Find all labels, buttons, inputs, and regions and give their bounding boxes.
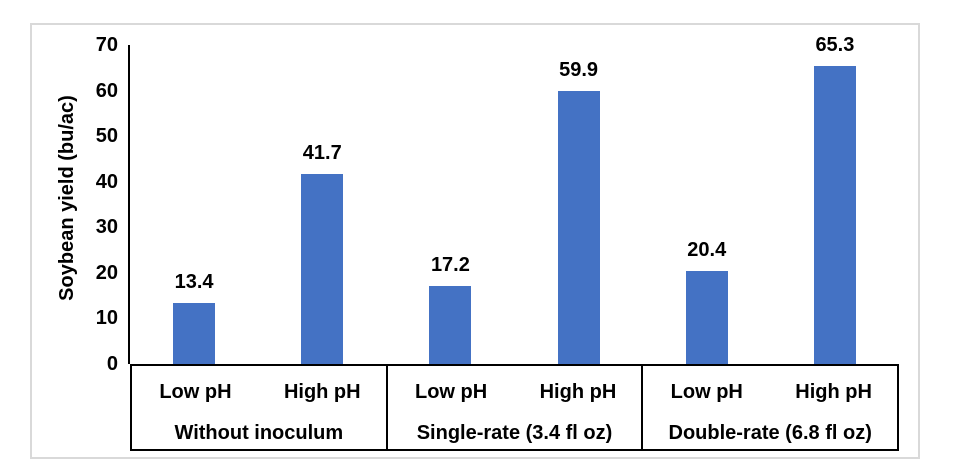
category-label: High pH [539,380,617,403]
bar [685,271,728,364]
plot-area: 13.4 41.7 17.2 59.9 20.4 65.3 [130,35,899,364]
group-label: Single-rate (3.4 fl oz) [416,422,613,444]
bar-value-label: 20.4 [687,239,727,262]
category-label: High pH [283,380,361,403]
category-label-row: Low pH High pH [132,366,386,418]
y-axis-tick-labels: 0 10 20 30 40 50 60 70 [58,0,118,476]
group-cell-single-rate: Low pH High pH Single-rate (3.4 fl oz) [385,366,642,449]
category-label: High pH [795,380,872,403]
y-axis-line [128,45,130,364]
bar [173,302,216,364]
y-axis-tick-label: 10 [95,307,118,330]
chart-frame [30,23,920,459]
bar [301,173,344,364]
y-axis-tick-label: 40 [95,170,118,193]
group-label: Without inoculum [174,422,344,444]
group-label: Double-rate (6.8 fl oz) [668,422,872,444]
category-label: Low pH [670,380,743,403]
group-cell-without-inoculum: Low pH High pH Without inoculum [132,366,386,449]
bar-value-label: 41.7 [302,141,342,164]
y-axis-tick-label: 30 [95,216,118,239]
category-label-row: Low pH High pH [643,366,897,418]
y-axis-tick-label: 0 [106,353,118,375]
category-axis-table: Low pH High pH Without inoculum Low pH H… [130,364,899,451]
y-axis-tick-label: 70 [95,34,118,56]
bar [813,66,856,364]
category-label: Low pH [159,380,232,403]
y-axis-tick-label: 60 [95,79,118,102]
bar-value-label: 65.3 [815,34,855,57]
y-axis-tick-label: 50 [95,125,118,148]
category-label-row: Low pH High pH [388,366,642,418]
bar [557,91,600,364]
y-axis-tick-label: 20 [95,261,118,284]
category-label: Low pH [414,380,488,403]
bar [429,285,472,364]
group-cell-double-rate: Low pH High pH Double-rate (6.8 fl oz) [641,366,897,449]
bar-value-label: 17.2 [430,253,470,276]
bar-value-label: 13.4 [174,270,214,293]
bar-value-label: 59.9 [559,59,599,82]
